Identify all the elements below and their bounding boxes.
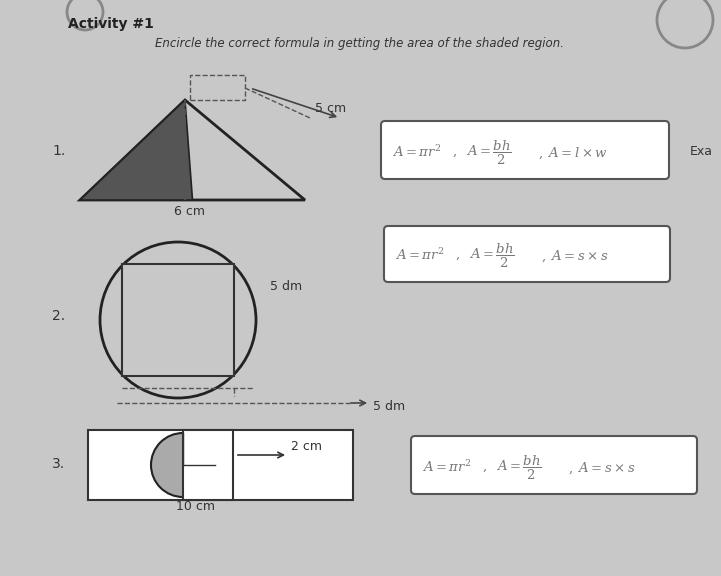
Bar [88, 430, 353, 500]
Text: Encircle the correct formula in getting the area of the shaded region.: Encircle the correct formula in getting … [155, 37, 564, 50]
FancyBboxPatch shape [381, 121, 669, 179]
Text: 2.: 2. [52, 309, 65, 323]
Text: 5 dm: 5 dm [270, 280, 302, 293]
Polygon shape [80, 100, 193, 200]
Text: 3.: 3. [52, 457, 65, 471]
Text: Activity #1: Activity #1 [68, 17, 154, 31]
Text: $,\ A = s \times s$: $,\ A = s \times s$ [541, 249, 609, 264]
Text: 10 cm: 10 cm [175, 500, 215, 513]
Text: $A = \pi r^2$: $A = \pi r^2$ [392, 144, 441, 160]
Bar [183, 430, 233, 500]
Text: $,\ \ A = \dfrac{bh}{2}$: $,\ \ A = \dfrac{bh}{2}$ [455, 242, 515, 271]
Text: 6 cm: 6 cm [174, 205, 205, 218]
Polygon shape [183, 433, 215, 465]
Text: 1.: 1. [52, 144, 65, 158]
Text: 2 cm: 2 cm [291, 440, 322, 453]
Text: $,\ A = s \times s$: $,\ A = s \times s$ [568, 461, 636, 476]
Text: 5 cm: 5 cm [315, 102, 346, 115]
Text: Exa: Exa [690, 145, 713, 158]
FancyBboxPatch shape [411, 436, 697, 494]
Text: 5 dm: 5 dm [373, 400, 405, 413]
Text: $,\ \ A = \dfrac{bh}{2}$: $,\ \ A = \dfrac{bh}{2}$ [452, 139, 512, 168]
Text: $A = \pi r^2$: $A = \pi r^2$ [422, 459, 472, 475]
Text: $,\ \ A = \dfrac{bh}{2}$: $,\ \ A = \dfrac{bh}{2}$ [482, 454, 541, 483]
Bar [122, 264, 234, 376]
FancyBboxPatch shape [384, 226, 670, 282]
Text: $A = \pi r^2$: $A = \pi r^2$ [395, 247, 444, 263]
Circle shape [151, 433, 215, 497]
Text: $,\ A = l \times w$: $,\ A = l \times w$ [538, 146, 608, 161]
